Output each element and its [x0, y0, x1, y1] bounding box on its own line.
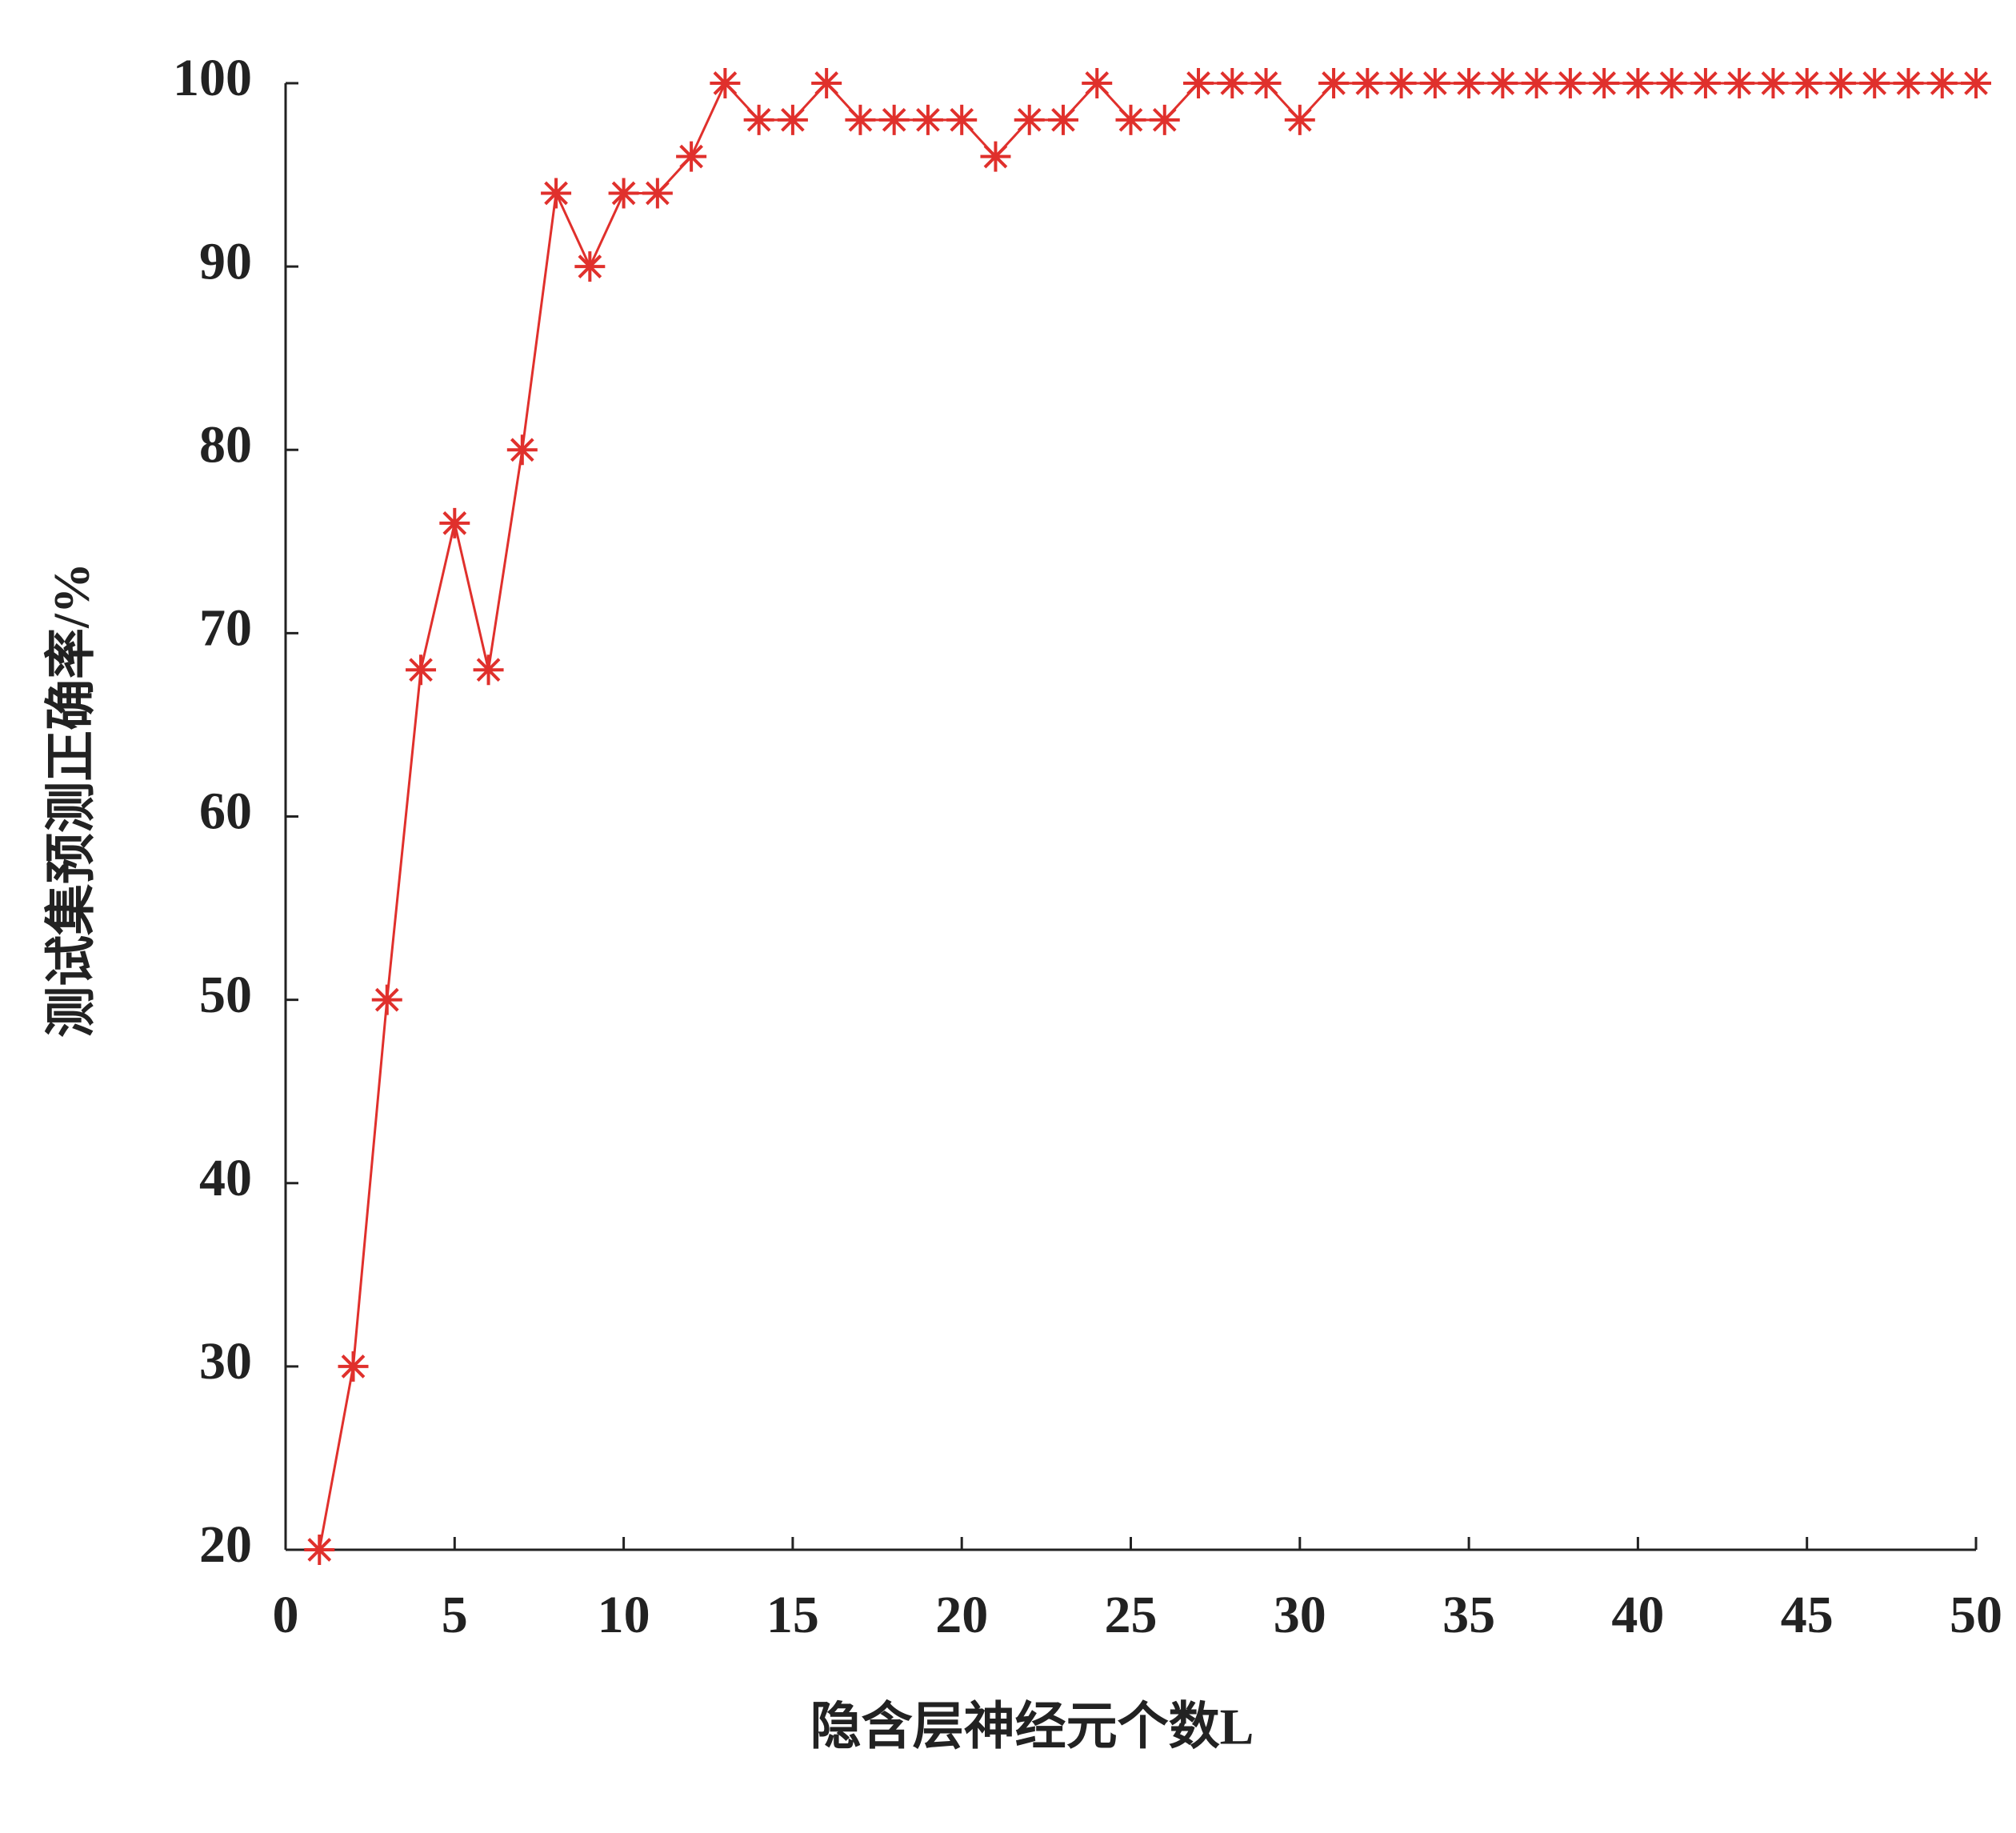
x-tick-label: 20: [935, 1586, 988, 1644]
marker: [1724, 68, 1755, 98]
y-tick-label: 50: [199, 966, 252, 1024]
marker: [912, 104, 943, 135]
marker: [439, 507, 470, 538]
marker: [1893, 68, 1924, 98]
marker: [878, 104, 910, 135]
x-tick-label: 25: [1105, 1586, 1158, 1644]
y-tick-label: 100: [173, 49, 252, 107]
marker: [1318, 68, 1350, 98]
x-tick-label: 10: [598, 1586, 650, 1644]
marker: [1926, 68, 1958, 98]
marker: [608, 178, 639, 209]
marker: [777, 104, 808, 135]
y-tick-label: 30: [199, 1332, 252, 1391]
marker: [946, 104, 978, 135]
x-axis-label: 隐含层神经元个数L: [810, 1699, 1254, 1755]
marker: [1047, 104, 1078, 135]
marker: [1454, 68, 1485, 98]
x-tick-label: 15: [766, 1586, 819, 1644]
marker: [406, 654, 437, 686]
marker: [1217, 68, 1248, 98]
marker: [811, 68, 842, 98]
marker: [506, 434, 538, 466]
line: [318, 81, 1976, 1551]
x-tick-label: 45: [1781, 1586, 1834, 1644]
marker: [1250, 68, 1282, 98]
marker: [574, 251, 606, 282]
marker: [1419, 68, 1450, 98]
marker: [304, 1535, 335, 1565]
marker: [1859, 68, 1890, 98]
marker: [1758, 68, 1789, 98]
marker: [1791, 68, 1822, 98]
marker: [1825, 68, 1856, 98]
marker: [710, 68, 741, 98]
y-tick-label: 80: [199, 415, 252, 474]
marker: [1554, 68, 1586, 98]
y-tick-label: 40: [199, 1149, 252, 1207]
x-tick-label: 5: [442, 1586, 468, 1644]
x-tick-label: 50: [1950, 1586, 2002, 1644]
y-tick-label: 20: [199, 1515, 252, 1574]
marker: [1352, 68, 1383, 98]
x-tick-label: 40: [1611, 1586, 1664, 1644]
x-tick-label: 0: [273, 1586, 299, 1644]
marker: [473, 654, 504, 686]
marker: [1149, 104, 1180, 135]
marker: [980, 141, 1011, 172]
x-tick-label: 30: [1274, 1586, 1326, 1644]
x-tick-label: 35: [1442, 1586, 1495, 1644]
marker: [743, 104, 774, 135]
marker: [1656, 68, 1687, 98]
y-tick-label: 70: [199, 599, 252, 658]
marker: [371, 984, 402, 1015]
marker: [1690, 68, 1721, 98]
marker: [338, 1351, 369, 1382]
marker: [642, 178, 673, 209]
marker: [541, 178, 572, 209]
marker: [676, 141, 707, 172]
marker: [1521, 68, 1552, 98]
marker: [1589, 68, 1620, 98]
marker: [1115, 104, 1146, 135]
y-tick-label: 90: [199, 232, 252, 290]
marker: [1961, 68, 1991, 98]
marker: [1082, 68, 1113, 98]
marker: [1183, 68, 1214, 98]
marker: [1622, 68, 1654, 98]
marker: [1014, 104, 1045, 135]
y-tick-label: 60: [199, 782, 252, 841]
marker: [1284, 104, 1315, 135]
marker: [1386, 68, 1417, 98]
y-axis-label: 测试集预测正确率/%: [43, 562, 100, 1038]
marker: [1487, 68, 1518, 98]
marker: [845, 104, 876, 135]
